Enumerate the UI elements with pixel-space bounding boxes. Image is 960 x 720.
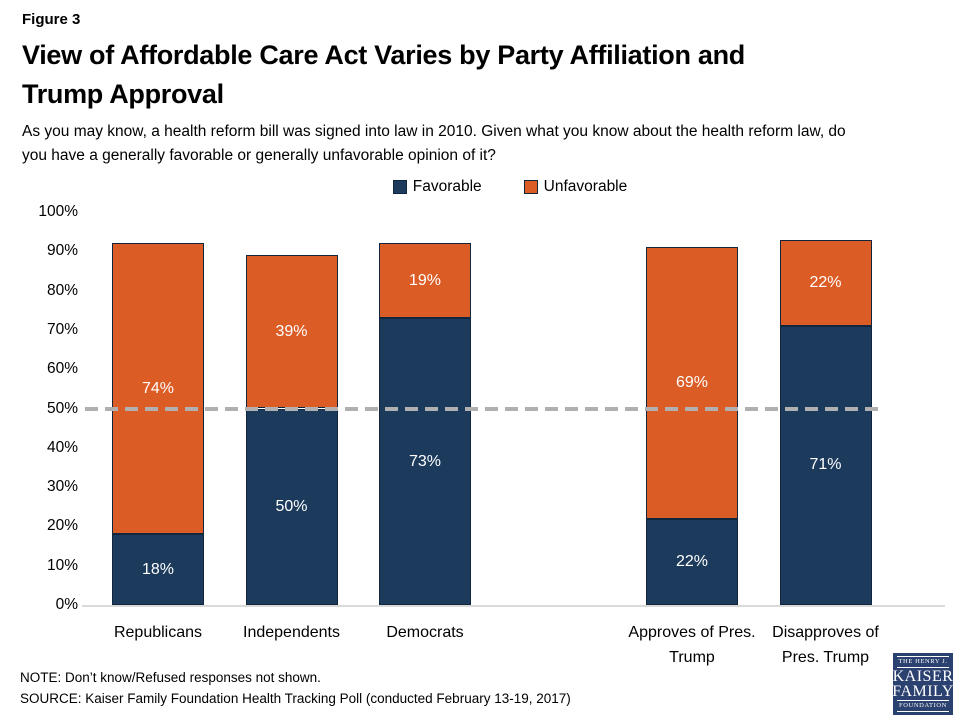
bar-value-label: 19%: [408, 271, 442, 289]
bar-value-label: 69%: [675, 373, 709, 391]
bar-segment-favorable: 73%: [379, 318, 471, 605]
logo-text-foundation: FOUNDATION: [899, 702, 947, 709]
source-text: SOURCE: Kaiser Family Foundation Health …: [20, 691, 571, 706]
bar-segment-favorable: 50%: [245, 408, 338, 605]
x-axis-category-label: Approves of Pres. Trump: [628, 624, 756, 666]
y-axis-tick-label: 80%: [46, 281, 78, 299]
x-axis-category-label: Disapproves of Pres. Trump: [772, 624, 879, 666]
logo-rule: [897, 711, 949, 712]
y-axis-tick-label: 100%: [38, 203, 78, 220]
note-text: NOTE: Don’t know/Refused responses not s…: [20, 670, 321, 685]
x-axis-line: [82, 605, 945, 607]
bar-segment-unfavorable: 74%: [112, 243, 204, 535]
logo-text-kaiser: KAISER: [892, 668, 954, 685]
y-axis-tick-label: 70%: [46, 320, 78, 338]
legend-item-unfavorable: Unfavorable: [523, 178, 628, 196]
bar-value-label: 74%: [141, 379, 175, 397]
legend-swatch-unfavorable: [523, 180, 538, 194]
y-axis-tick-label: 90%: [46, 242, 78, 260]
x-axis-category-label: Republicans: [113, 624, 203, 641]
y-axis-tick-label: 20%: [46, 517, 78, 535]
y-axis-tick-label: 60%: [46, 360, 78, 378]
bar-value-label: 71%: [809, 456, 842, 474]
y-axis-tick-label: 30%: [46, 478, 78, 496]
bar-value-label: 22%: [809, 273, 842, 291]
y-axis-tick-label: 40%: [46, 438, 78, 456]
logo-rule: [897, 667, 949, 668]
kff-logo: THE HENRY J. KAISER FAMILY FOUNDATION: [892, 653, 954, 715]
x-axis-category-label: Democrats: [386, 624, 464, 641]
bar-value-label: 18%: [141, 560, 175, 578]
figure-label: Figure 3: [22, 11, 81, 28]
bar-segment-unfavorable: 69%: [646, 247, 738, 519]
logo-rule: [897, 700, 949, 701]
bar-segment-unfavorable: 19%: [379, 243, 471, 319]
legend-swatch-favorable: [392, 180, 407, 194]
logo-rule: [897, 656, 949, 657]
bar-segment-unfavorable: 39%: [245, 255, 338, 409]
survey-question-text: As you may know, a health reform bill wa…: [22, 123, 846, 164]
legend-item-favorable: Favorable: [392, 178, 482, 196]
bar-segment-favorable: 18%: [112, 534, 204, 605]
bar-value-label: 73%: [408, 452, 442, 470]
y-axis-tick-label: 0%: [55, 596, 78, 613]
y-axis-tick-label: 50%: [46, 399, 78, 417]
chart-legend: Favorable Unfavorable: [85, 178, 935, 196]
legend-label: Unfavorable: [543, 178, 628, 195]
bar-segment-favorable: 22%: [646, 518, 738, 605]
logo-text-family: FAMILY: [892, 683, 954, 700]
bar-value-label: 50%: [275, 497, 308, 515]
logo-text-top: THE HENRY J.: [898, 658, 948, 665]
x-axis-category-label: Independents: [243, 624, 340, 641]
fifty-percent-reference-line: [85, 406, 880, 411]
bar-value-label: 39%: [275, 322, 308, 340]
legend-label: Favorable: [412, 178, 482, 195]
bar-value-label: 22%: [675, 552, 709, 570]
bar-segment-favorable: 71%: [779, 325, 872, 605]
y-axis-tick-label: 10%: [46, 556, 78, 574]
bar-segment-unfavorable: 22%: [779, 239, 872, 326]
page-title: View of Affordable Care Act Varies by Pa…: [22, 40, 745, 109]
